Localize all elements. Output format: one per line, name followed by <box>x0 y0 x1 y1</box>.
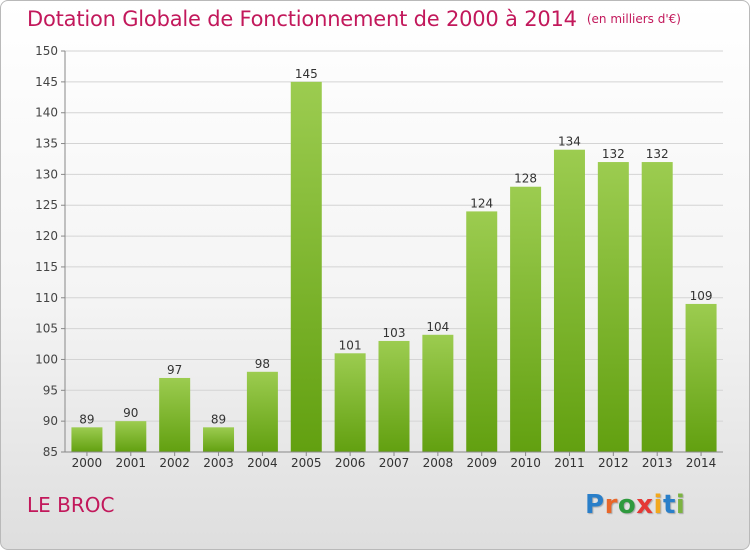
y-tick-label: 95 <box>43 383 58 397</box>
bar-value-label: 104 <box>426 320 449 334</box>
x-tick-label: 2001 <box>116 456 147 470</box>
bar-value-label: 145 <box>295 67 318 81</box>
chart-title: Dotation Globale de Fonctionnement de 20… <box>27 7 681 31</box>
chart-title-text: Dotation Globale de Fonctionnement de 20… <box>27 7 577 31</box>
y-tick-label: 150 <box>35 44 58 58</box>
bar-value-label: 134 <box>558 135 581 149</box>
bar-value-label: 97 <box>167 363 182 377</box>
bar <box>290 81 322 452</box>
x-tick-label: 2000 <box>72 456 103 470</box>
bar-value-label: 101 <box>339 338 362 352</box>
x-tick-label: 2008 <box>423 456 454 470</box>
bar <box>641 162 673 453</box>
x-tick-label: 2014 <box>686 456 717 470</box>
x-tick-label: 2004 <box>247 456 278 470</box>
bar-value-label: 90 <box>123 406 138 420</box>
x-tick-label: 2005 <box>291 456 322 470</box>
y-tick-label: 90 <box>43 414 58 428</box>
x-tick-label: 2002 <box>159 456 190 470</box>
bar-value-label: 89 <box>79 412 94 426</box>
bar <box>685 303 717 452</box>
y-tick-label: 130 <box>35 167 58 181</box>
y-tick-label: 120 <box>35 229 58 243</box>
bar <box>510 186 542 452</box>
y-tick-label: 135 <box>35 137 58 151</box>
y-tick-label: 110 <box>35 291 58 305</box>
x-tick-label: 2010 <box>510 456 541 470</box>
x-tick-label: 2009 <box>466 456 497 470</box>
x-tick-label: 2013 <box>642 456 673 470</box>
x-tick-label: 2003 <box>203 456 234 470</box>
bar <box>246 371 278 452</box>
bar <box>597 162 629 453</box>
y-tick-label: 105 <box>35 322 58 336</box>
chart-unit: (en milliers d'€) <box>586 12 681 26</box>
axis-layer: 85 90 95 100 105 110 115 120 125 130 135 140 145 150 2… <box>35 44 723 470</box>
bar <box>71 427 103 452</box>
y-tick-label: 125 <box>35 198 58 212</box>
bar <box>115 421 147 452</box>
bar-value-label: 109 <box>690 289 713 303</box>
bar-value-label: 89 <box>211 412 226 426</box>
bar <box>334 353 366 452</box>
x-tick-label: 2006 <box>335 456 366 470</box>
x-tick-label: 2012 <box>598 456 629 470</box>
proxiti-logo: Proxiti <box>585 490 686 520</box>
bar <box>553 149 585 452</box>
y-tick-label: 100 <box>35 352 58 366</box>
bar <box>422 334 454 452</box>
bars-layer: 89 90 97 89 98 145 101 103 104 124 128 134 132 132 109 <box>71 67 717 453</box>
y-tick-label: 140 <box>35 106 58 120</box>
bar-value-label: 132 <box>646 147 669 161</box>
bar-value-label: 98 <box>255 357 270 371</box>
bar <box>159 377 191 452</box>
bar-value-label: 132 <box>602 147 625 161</box>
bar-value-label: 124 <box>470 196 493 210</box>
x-tick-label: 2011 <box>554 456 585 470</box>
bar <box>203 427 235 452</box>
x-tick-label: 2007 <box>379 456 410 470</box>
y-tick-label: 115 <box>35 260 58 274</box>
bar-value-label: 128 <box>514 172 537 186</box>
bar <box>466 211 498 452</box>
y-tick-label: 85 <box>43 445 58 459</box>
y-tick-label: 145 <box>35 75 58 89</box>
place-name: LE BROC <box>27 493 115 517</box>
bar-value-label: 103 <box>383 326 406 340</box>
bar <box>378 340 410 452</box>
